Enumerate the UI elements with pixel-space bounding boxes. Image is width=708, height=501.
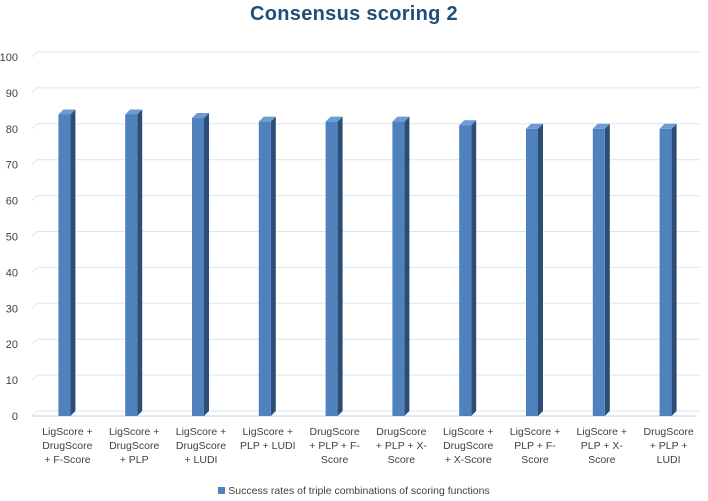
- x-tick-label: LigScore + PLP + X-Score: [577, 426, 628, 466]
- bar: [392, 116, 410, 417]
- bar-side: [270, 116, 276, 417]
- y-tick-label: 10: [6, 375, 18, 387]
- y-tick-label: 60: [6, 196, 18, 208]
- bar: [192, 113, 209, 416]
- gridline-slant: [31, 51, 38, 58]
- y-tick-label: 80: [6, 124, 18, 136]
- bar-front: [392, 121, 405, 417]
- bar-front: [459, 125, 472, 417]
- y-tick-label: 30: [6, 303, 18, 315]
- gridline-slant: [31, 159, 38, 166]
- gridline-slant: [31, 410, 38, 417]
- legend-swatch: [218, 487, 226, 494]
- x-tick-label: LigScore + DrugScore + PLP: [109, 426, 160, 466]
- bar: [58, 109, 76, 416]
- gridline-slant: [31, 195, 38, 201]
- bar: [592, 123, 610, 417]
- x-tick-label: DrugScore + PLP + F-Score: [309, 426, 360, 466]
- bar-side: [137, 109, 143, 416]
- bar-side: [70, 109, 76, 416]
- bar-front: [659, 128, 672, 417]
- x-tick-label: LigScore + PLP + F-Score: [510, 426, 561, 466]
- bar-top: [58, 109, 76, 115]
- gridline-slant: [31, 231, 38, 237]
- bar-front: [58, 114, 71, 416]
- bar-side: [604, 123, 610, 417]
- gridline-slant: [31, 267, 38, 273]
- bar-top: [526, 123, 543, 129]
- gridline-slant: [31, 374, 38, 381]
- bar-side: [404, 116, 410, 417]
- gridline-slant: [31, 338, 38, 345]
- bar-top: [192, 113, 209, 119]
- legend: Success rates of triple combinations of …: [0, 485, 708, 497]
- bar: [325, 116, 343, 417]
- bar: [526, 123, 543, 417]
- x-tick-label: LigScore + PLP + LUDI: [240, 426, 296, 452]
- x-tick-label: LigScore + DrugScore + X-Score: [443, 426, 494, 466]
- y-tick-label: 100: [0, 52, 18, 64]
- legend-label: Success rates of triple combinations of …: [228, 485, 490, 497]
- bar-top: [459, 120, 477, 126]
- bar-top: [125, 109, 143, 115]
- bar-front: [258, 121, 271, 417]
- y-tick-label: 0: [12, 411, 18, 423]
- gridline-slant: [31, 302, 38, 309]
- x-tick-label: DrugScore + PLP + X-Score: [376, 426, 428, 466]
- bar-top: [258, 116, 276, 122]
- bar-top: [659, 123, 677, 129]
- y-tick-label: 50: [6, 232, 18, 244]
- y-tick-label: 90: [6, 88, 18, 100]
- bar-side: [538, 123, 543, 417]
- gridline-slant: [31, 123, 38, 130]
- x-tick-label: DrugScore + PLP + LUDI: [643, 426, 693, 466]
- bar: [125, 109, 143, 416]
- bar-front: [192, 118, 204, 416]
- x-tick-label: LigScore + DrugScore + F-Score: [42, 426, 93, 466]
- bar-front: [125, 114, 138, 416]
- bar: [459, 120, 477, 417]
- bar-side: [204, 113, 209, 416]
- x-tick-label: LigScore + DrugScore + LUDI: [176, 426, 227, 466]
- bar: [659, 123, 677, 417]
- bar-side: [471, 120, 477, 417]
- y-tick-label: 70: [6, 160, 18, 172]
- bar-front: [325, 121, 338, 417]
- gridline-slant: [31, 87, 38, 94]
- bar-top: [592, 123, 610, 129]
- bar-top: [392, 116, 410, 122]
- bar-side: [337, 116, 343, 417]
- bar: [258, 116, 276, 417]
- chart-title: Consensus scoring 2: [250, 3, 458, 25]
- bar-front: [592, 128, 605, 417]
- bar-top: [325, 116, 343, 122]
- bar-front: [526, 128, 538, 417]
- y-tick-label: 20: [6, 339, 18, 351]
- bar-side: [671, 123, 677, 417]
- y-tick-label: 40: [6, 267, 18, 279]
